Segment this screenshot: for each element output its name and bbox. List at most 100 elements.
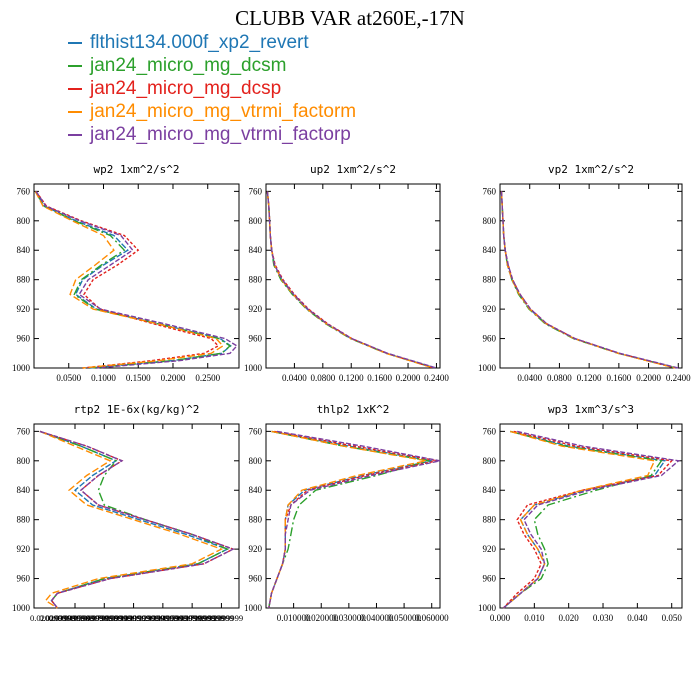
y-tick-label: 880 bbox=[249, 515, 263, 525]
series-line bbox=[268, 430, 427, 609]
x-tick-label: 0.1399999 bbox=[142, 613, 178, 623]
series-line bbox=[266, 191, 437, 369]
series-line bbox=[35, 190, 220, 369]
x-tick-label: 0.0599999 bbox=[67, 613, 103, 623]
series-line bbox=[502, 430, 656, 609]
panel-title: up2 1xm^2/s^2 bbox=[310, 163, 396, 176]
x-tick-label: 0.2099999 bbox=[207, 613, 243, 623]
plot-frame bbox=[499, 423, 683, 609]
y-tick-label: 760 bbox=[249, 186, 263, 196]
series-line bbox=[268, 430, 441, 609]
x-tick-label: 0.1200 bbox=[577, 373, 602, 383]
panel-title: thlp2 1xK^2 bbox=[317, 403, 390, 416]
legend-item: jan24_micro_mg_dcsp bbox=[68, 77, 356, 100]
x-tick-label: 0.1599999 bbox=[160, 613, 196, 623]
panel-title: vp2 1xm^2/s^2 bbox=[548, 163, 634, 176]
panel-title: wp2 1xm^2/s^2 bbox=[93, 163, 179, 176]
y-tick-label: 960 bbox=[483, 334, 497, 344]
y-tick-label: 800 bbox=[483, 456, 497, 466]
series-line bbox=[39, 430, 235, 609]
x-tick-label: 0.2000 bbox=[636, 373, 661, 383]
y-tick-label: 760 bbox=[249, 426, 263, 436]
y-tick-label: 800 bbox=[483, 216, 497, 226]
series-line bbox=[500, 191, 679, 369]
x-tick-label: 0.0799999 bbox=[86, 613, 122, 623]
y-tick-label: 760 bbox=[17, 426, 31, 436]
panel-title: rtp2 1E-6x(kg/kg)^2 bbox=[74, 403, 200, 416]
x-tick-label: 0.1000 bbox=[91, 373, 116, 383]
x-tick-label: 0.0399999 bbox=[49, 613, 85, 623]
y-tick-label: 880 bbox=[17, 275, 31, 285]
x-tick-label: 0.0800 bbox=[547, 373, 572, 383]
series-line bbox=[266, 191, 435, 369]
x-tick-label: 0.0999999 bbox=[104, 613, 140, 623]
x-tick-label: 0.1999999 bbox=[198, 613, 234, 623]
legend-item: jan24_micro_mg_dcsm bbox=[68, 54, 356, 77]
x-tick-label: 0.1699999 bbox=[170, 613, 206, 623]
legend: flthist134.000f_xp2_revert jan24_micro_m… bbox=[68, 31, 356, 146]
x-tick-label: 0.0800 bbox=[310, 373, 335, 383]
x-tick-label: 0.000 bbox=[490, 613, 511, 623]
y-tick-label: 760 bbox=[17, 186, 31, 196]
series-line bbox=[39, 430, 229, 609]
x-tick-label: 0.040 bbox=[627, 613, 648, 623]
legend-swatch bbox=[68, 64, 82, 67]
y-tick-label: 880 bbox=[17, 515, 31, 525]
x-tick-label: 0.1500 bbox=[126, 373, 151, 383]
panel-title: wp3 1xm^3/s^3 bbox=[548, 403, 634, 416]
x-tick-label: 0.2000 bbox=[396, 373, 421, 383]
y-tick-label: 1000 bbox=[244, 363, 263, 373]
y-tick-label: 800 bbox=[17, 456, 31, 466]
x-tick-label: 0.2000 bbox=[161, 373, 186, 383]
y-tick-label: 1000 bbox=[478, 603, 497, 613]
y-tick-label: 800 bbox=[17, 216, 31, 226]
legend-item: jan24_micro_mg_vtrmi_factorp bbox=[68, 123, 356, 146]
x-tick-label: 0.050000 bbox=[387, 613, 421, 623]
y-tick-label: 920 bbox=[249, 544, 263, 554]
series-line bbox=[500, 191, 676, 369]
x-tick-label: 0.2400 bbox=[424, 373, 449, 383]
legend-item: jan24_micro_mg_vtrmi_factorm bbox=[68, 100, 356, 123]
plot-frame bbox=[499, 183, 683, 369]
x-tick-label: 0.040000 bbox=[360, 613, 394, 623]
series-line bbox=[268, 430, 430, 609]
x-tick-label: 0.0200000 bbox=[30, 613, 66, 623]
x-tick-label: 0.0899999 bbox=[95, 613, 131, 623]
y-tick-label: 840 bbox=[249, 245, 263, 255]
plot-frame bbox=[33, 183, 240, 369]
x-tick-label: 0.1200 bbox=[339, 373, 364, 383]
plot-frame bbox=[33, 423, 240, 609]
x-tick-label: 0.1299999 bbox=[132, 613, 168, 623]
x-tick-label: 0.030 bbox=[593, 613, 614, 623]
legend-label: flthist134.000f_xp2_revert bbox=[90, 32, 309, 53]
x-tick-label: 0.1199999 bbox=[123, 613, 159, 623]
x-tick-label: 0.010000 bbox=[277, 613, 311, 623]
series-line bbox=[500, 191, 677, 369]
series-line bbox=[266, 191, 434, 369]
y-tick-label: 960 bbox=[17, 574, 31, 584]
x-tick-label: 0.060000 bbox=[415, 613, 449, 623]
x-tick-label: 0.2400 bbox=[666, 373, 691, 383]
legend-item: flthist134.000f_xp2_revert bbox=[68, 31, 356, 54]
page-title: CLUBB VAR at260E,-17N bbox=[235, 6, 465, 30]
series-line bbox=[268, 430, 432, 609]
x-tick-label: 0.020000 bbox=[304, 613, 338, 623]
y-tick-label: 840 bbox=[17, 245, 31, 255]
legend-swatch bbox=[68, 41, 82, 44]
legend-label: jan24_micro_mg_dcsp bbox=[90, 78, 282, 99]
x-tick-label: 0.0400 bbox=[517, 373, 542, 383]
series-line bbox=[500, 191, 677, 369]
legend-label: jan24_micro_mg_dcsm bbox=[90, 55, 287, 76]
series-line bbox=[266, 191, 434, 369]
x-tick-label: 0.1499999 bbox=[151, 613, 187, 623]
y-tick-label: 920 bbox=[483, 304, 497, 314]
y-tick-label: 920 bbox=[483, 544, 497, 554]
legend-swatch bbox=[68, 87, 82, 90]
legend-label: jan24_micro_mg_vtrmi_factorm bbox=[90, 101, 357, 122]
x-tick-label: 0.1099999 bbox=[114, 613, 150, 623]
legend-swatch bbox=[68, 110, 82, 113]
x-tick-label: 0.010 bbox=[524, 613, 545, 623]
series-line bbox=[39, 430, 224, 609]
x-tick-label: 0.0400 bbox=[282, 373, 307, 383]
x-tick-label: 0.0499999 bbox=[58, 613, 94, 623]
